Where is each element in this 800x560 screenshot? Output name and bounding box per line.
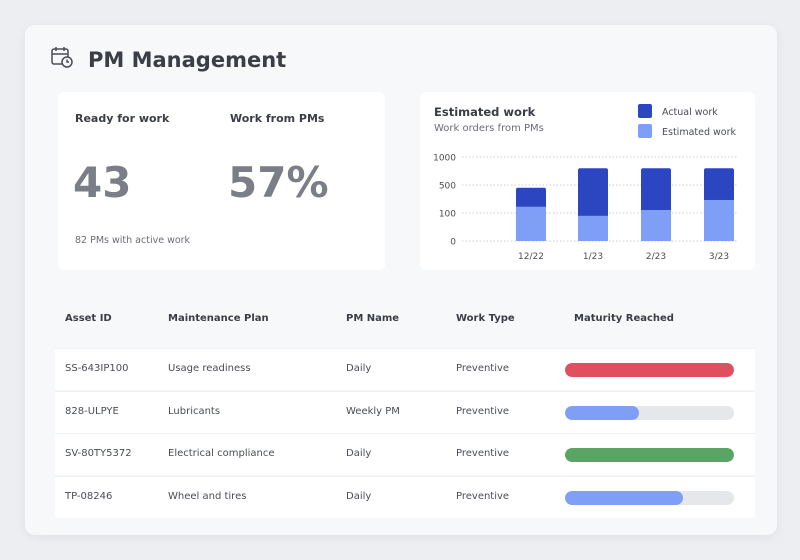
maintenance-plan: Lubricants [168,405,221,417]
asset-id: TP-08246 [65,490,113,502]
bar-actual-work [516,187,546,209]
bar-actual-work [578,168,608,218]
table-row[interactable]: SS-643IP100 Usage readiness Daily Preven… [55,348,755,390]
maintenance-plan: Electrical compliance [168,448,275,459]
page-header: PM Management [50,45,286,74]
table-row[interactable]: 828-ULPYE Lubricants Weekly PM Preventiv… [55,390,755,433]
work-type: Preventive [456,490,510,502]
chart-panel: Estimated work Work orders from PMs 0 100… [420,92,755,270]
table-header: Asset ID Maintenance Plan PM Name Work T… [55,305,755,347]
bar-estimated-work [641,209,671,241]
calendar-clock-icon [50,45,74,74]
bar-estimated-work [516,206,546,241]
y-tick-label: 0 [450,238,456,248]
maturity-progress-fill [565,363,734,377]
y-tick-label: 1000 [433,154,456,164]
x-tick-label: 3/23 [709,252,729,262]
table-row[interactable]: SV-80TY5372 Electrical compliance Daily … [55,433,755,475]
legend-swatch [638,104,652,118]
pm-name: Daily [346,490,372,502]
work-type: Preventive [456,363,510,374]
pm-name: Daily [346,363,372,374]
x-tick-label: 1/23 [583,252,603,262]
header-asset-id: Asset ID [65,313,112,324]
maintenance-plan: Wheel and tires [168,490,247,502]
maturity-progress-bar [565,448,734,462]
header-work-type: Work Type [456,313,515,324]
header-maturity: Maturity Reached [574,313,674,324]
bar-estimated-work [578,215,608,241]
table-row[interactable]: TP-08246 Wheel and tires Daily Preventiv… [55,475,755,518]
maturity-progress-bar [565,490,734,505]
work-from-pms-label: Work from PMs [230,112,325,125]
legend-swatch [638,124,652,138]
chart-subtitle: Work orders from PMs [434,123,544,134]
stats-panel: Ready for work 43 82 PMs with active wor… [58,92,385,270]
maturity-progress-fill [565,448,734,462]
page-title: PM Management [88,47,287,72]
bar-actual-work [641,168,671,212]
bar-chart: 0 100 500 1000 12/22 1/23 2/23 3/23 Actual work E… [433,104,738,262]
work-type: Preventive [456,448,510,459]
maturity-progress-fill [565,490,684,505]
work-type: Preventive [456,405,510,417]
ready-label: Ready for work [75,112,170,125]
work-from-pms-value: 57% [228,158,329,207]
maintenance-plan: Usage readiness [168,363,251,374]
maturity-progress-fill [565,405,640,420]
y-tick-label: 500 [439,182,456,192]
chart-title: Estimated work [434,105,536,119]
bar-actual-work [704,168,734,202]
pm-name: Weekly PM [346,405,400,417]
asset-id: 828-ULPYE [65,405,119,417]
asset-id: SS-643IP100 [65,363,129,374]
pm-name: Daily [346,448,372,459]
y-tick-label: 100 [439,210,456,220]
asset-id: SV-80TY5372 [65,448,132,459]
x-tick-label: 12/22 [518,252,544,262]
x-tick-label: 2/23 [646,252,666,262]
maturity-progress-bar [565,405,734,420]
pm-management-card: PM Management Ready for work 43 82 PMs w… [25,25,777,535]
ready-value: 43 [73,158,132,207]
legend-label: Actual work [662,107,718,118]
maturity-progress-bar [565,363,734,377]
ready-note: 82 PMs with active work [75,235,191,246]
header-pm-name: PM Name [346,313,400,324]
header-maintenance-plan: Maintenance Plan [168,313,269,324]
bar-estimated-work [704,199,734,241]
legend-label: Estimated work [662,127,736,138]
